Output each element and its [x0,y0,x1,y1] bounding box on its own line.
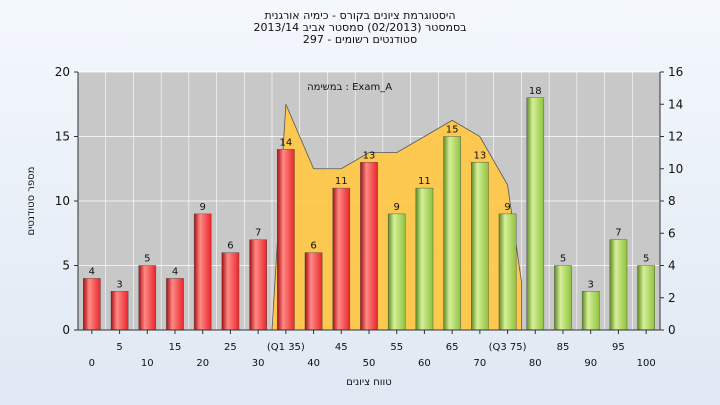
data-label: 11 [418,176,431,187]
x-tick-label: 5 [116,342,122,353]
data-label: 18 [529,86,542,97]
x-tick-label: 20 [196,358,209,369]
chart-title: היסטוגרמת ציונים בקורס - כימיה אורגנית ב… [0,10,720,46]
bar [110,291,129,331]
data-label: 9 [504,202,510,213]
data-label: 6 [227,241,233,252]
bar [221,252,240,331]
x-tick-label: 15 [169,342,182,353]
y2-tick-label: 4 [668,259,676,273]
x-tick-label: (Q3 75) [489,342,527,353]
bar [249,239,267,331]
axes: 0 5 10 15 20 0 2 4 6 8 10 12 14 16 0 5 10 15 20 25 30(Q1 35)… [55,65,684,369]
title-line-2: בסמסטר (02/2013) סמסטר אביב 2013/14 [253,21,467,34]
bar [166,278,184,331]
y2-tick-label: 8 [668,194,676,208]
y2-tick-label: 10 [668,162,683,176]
y2-tick-label: 2 [668,291,676,305]
data-label: 9 [394,202,400,213]
x-tick-label: 95 [612,342,625,353]
y2-tick-label: 6 [668,226,676,240]
data-label: 5 [144,254,150,265]
data-label: 5 [560,254,566,265]
y2-tick-label: 0 [668,323,676,337]
bar [83,278,101,331]
x-tick-label: 90 [584,358,597,369]
x-tick-label: 40 [307,358,320,369]
bar [332,187,351,331]
bar [387,213,406,331]
bar [581,291,600,331]
data-label: 5 [643,254,649,265]
bar [138,265,157,331]
data-label: 4 [172,266,178,277]
x-tick-label: 85 [557,342,570,353]
y-tick-label: 5 [62,259,70,273]
y2-tick-label: 16 [668,65,683,79]
x-tick-label: 0 [89,358,95,369]
x-tick-label: 55 [390,342,403,353]
x-axis-label: טווח ציונים [346,377,391,388]
x-tick-label: 45 [335,342,348,353]
chart-annotation: במשימה : Exam_A [307,82,392,93]
data-label: 9 [200,202,206,213]
bar [471,162,489,331]
bar [277,149,295,331]
x-tick-label: 70 [473,358,486,369]
title-line-1: היסטוגרמת ציונים בקורס - כימיה אורגנית [264,9,456,22]
y-tick-label: 20 [55,65,70,79]
x-tick-label: 50 [363,358,376,369]
bar [609,239,628,331]
data-label: 3 [588,279,594,290]
data-label: 14 [279,137,292,148]
x-tick-label: 60 [418,358,431,369]
y-tick-label: 15 [55,130,70,144]
x-tick-label: (Q1 35) [267,342,305,353]
bar [193,213,212,331]
data-label: 11 [335,176,348,187]
data-label: 7 [615,228,621,239]
data-label: 13 [473,150,486,161]
data-label: 7 [255,228,261,239]
bar [360,162,378,331]
y2-tick-label: 14 [668,97,683,111]
x-tick-label: 65 [446,342,459,353]
data-label: 3 [116,279,122,290]
data-label: 6 [310,241,316,252]
x-tick-label: 100 [637,358,656,369]
data-label: 13 [363,150,376,161]
bar [415,187,434,331]
bar [526,97,545,331]
x-tick-label: 30 [252,358,265,369]
title-line-3: סטודנטים רשומים - 297 [302,33,418,46]
data-label: 4 [89,266,95,277]
y-tick-label: 0 [62,323,70,337]
y-tick-label: 10 [55,194,70,208]
x-tick-label: 80 [529,358,542,369]
bar [637,265,655,331]
data-label: 15 [446,125,459,136]
y-axis-label: מספר סטודנטים [26,167,37,236]
bar [304,252,323,331]
x-tick-label: 25 [224,342,237,353]
bars: 4 3 5 4 9 6 7 14 6 11 13 9 11 15 13 9 18 5 3 7 5 [83,86,655,331]
bar [498,213,517,331]
x-tick-label: 10 [141,358,154,369]
bar [554,265,572,331]
bar [443,136,461,331]
y2-tick-label: 12 [668,130,683,144]
